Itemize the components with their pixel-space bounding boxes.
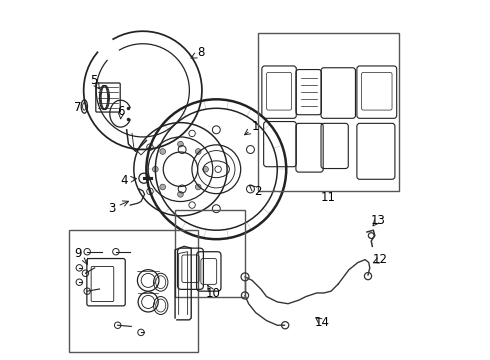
Circle shape (177, 141, 183, 147)
Text: 7: 7 (74, 101, 82, 114)
Circle shape (160, 149, 166, 154)
Text: 11: 11 (321, 192, 336, 204)
Text: 13: 13 (370, 214, 385, 227)
Circle shape (196, 149, 201, 154)
Text: 2: 2 (254, 185, 261, 198)
Text: 4: 4 (121, 174, 128, 186)
Circle shape (152, 166, 158, 172)
Circle shape (160, 184, 166, 190)
Text: 12: 12 (373, 253, 388, 266)
Text: 1: 1 (252, 121, 260, 134)
Text: 10: 10 (205, 287, 220, 300)
Bar (69, 230, 198, 352)
Text: 3: 3 (108, 202, 115, 215)
Circle shape (203, 166, 208, 172)
Text: 14: 14 (315, 316, 330, 329)
Text: 6: 6 (118, 105, 125, 118)
Text: 5: 5 (90, 74, 98, 87)
Circle shape (177, 192, 183, 197)
Bar (175, 211, 245, 297)
Text: 8: 8 (197, 46, 205, 59)
Bar (258, 33, 399, 191)
Text: 9: 9 (74, 247, 82, 260)
Circle shape (196, 184, 201, 190)
